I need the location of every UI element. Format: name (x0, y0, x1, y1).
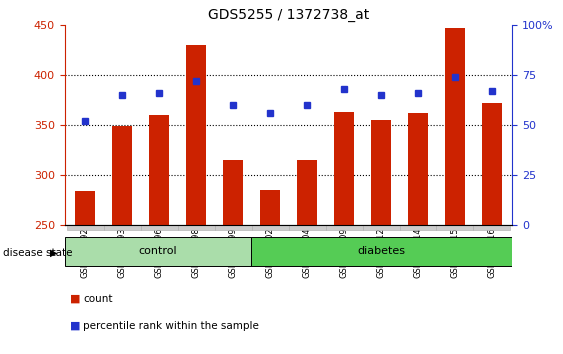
Bar (436, 225, 473, 230)
Bar (473, 225, 511, 230)
Text: diabetes: diabetes (358, 246, 406, 256)
Bar (66, 225, 104, 230)
Bar (408, 113, 428, 225)
Text: disease state: disease state (3, 248, 72, 258)
Bar (289, 225, 325, 230)
Bar (334, 112, 354, 225)
Text: count: count (83, 294, 113, 304)
Title: GDS5255 / 1372738_at: GDS5255 / 1372738_at (208, 8, 369, 22)
Bar (141, 225, 177, 230)
Text: percentile rank within the sample: percentile rank within the sample (83, 321, 259, 331)
Text: ■: ■ (70, 294, 81, 304)
Text: control: control (138, 246, 177, 256)
Bar (252, 225, 288, 230)
Bar (75, 191, 95, 225)
Bar (65, 237, 251, 266)
Bar (371, 120, 391, 225)
Bar (482, 103, 502, 225)
Bar (112, 126, 132, 225)
Bar (149, 115, 169, 225)
Bar (186, 45, 206, 225)
Bar (104, 225, 141, 230)
Bar (215, 225, 252, 230)
Bar (363, 225, 400, 230)
Bar (260, 190, 280, 225)
Bar (297, 160, 317, 225)
Text: ▶: ▶ (50, 248, 57, 258)
Bar (445, 28, 465, 225)
Bar (177, 225, 215, 230)
Bar (251, 237, 512, 266)
Text: ■: ■ (70, 321, 81, 331)
Bar (325, 225, 363, 230)
Bar (223, 160, 243, 225)
Bar (400, 225, 436, 230)
